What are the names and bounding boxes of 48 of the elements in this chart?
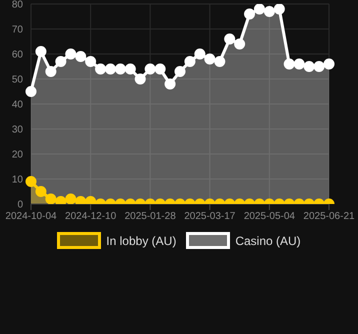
point [194, 48, 206, 60]
point [114, 64, 126, 74]
x-tick-label: 2024-12-10 [65, 211, 117, 222]
point [35, 46, 46, 57]
point [244, 8, 256, 20]
legend-label: Casino (AU) [235, 234, 301, 248]
point [85, 56, 96, 67]
point [134, 74, 146, 84]
point [26, 86, 36, 97]
point [324, 58, 334, 70]
y-tick-label: 30 [12, 124, 24, 136]
legend-label: In lobby (AU) [106, 234, 176, 248]
point [294, 58, 305, 70]
point [184, 56, 196, 67]
point [124, 64, 136, 74]
point [65, 48, 76, 60]
point [45, 66, 56, 77]
point [264, 6, 275, 17]
y-tick-label: 70 [12, 24, 24, 36]
y-tick-label: 50 [12, 74, 24, 86]
y-tick-label: 0 [17, 200, 24, 211]
x-tick-label: 2024-10-04 [5, 211, 58, 222]
y-tick-label: 40 [12, 100, 24, 111]
point [214, 56, 226, 67]
y-tick-label: 20 [12, 150, 24, 161]
point [75, 51, 86, 62]
point [55, 56, 66, 67]
point [164, 78, 176, 90]
point [314, 61, 325, 72]
point [304, 61, 315, 72]
point [104, 64, 116, 74]
point [144, 64, 156, 74]
point [274, 4, 285, 14]
point [204, 54, 216, 64]
x-tick-label: 2025-05-04 [244, 211, 296, 222]
point [174, 66, 186, 77]
x-tick-label: 2025-01-28 [124, 211, 176, 222]
y-tick-label: 80 [12, 0, 24, 11]
point [95, 64, 106, 74]
y-tick-label: 60 [12, 50, 24, 61]
point [234, 38, 246, 50]
point [154, 64, 166, 74]
y-tick-label: 10 [12, 174, 24, 186]
x-tick-label: 2025-03-17 [184, 211, 236, 222]
point [224, 34, 236, 44]
x-tick-label: 2025-06-21 [303, 211, 356, 222]
point [284, 58, 295, 70]
point [254, 4, 265, 14]
